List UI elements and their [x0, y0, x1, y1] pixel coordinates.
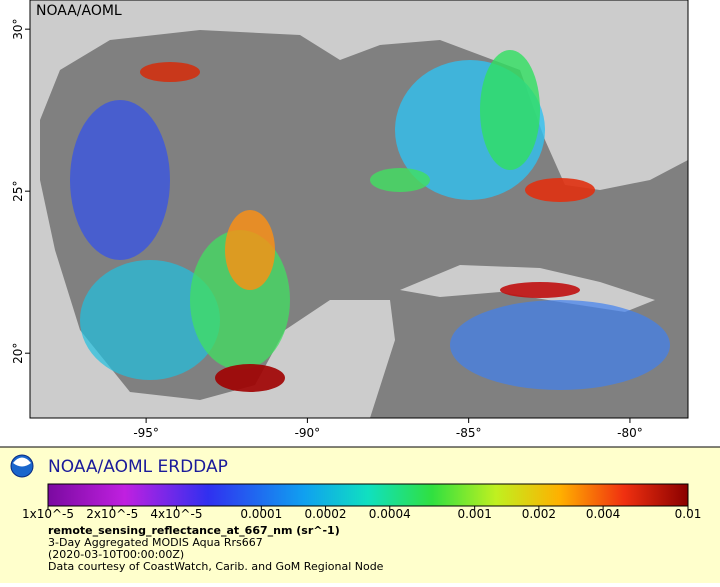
legend-line: Data courtesy of CoastWatch, Carib. and … [48, 560, 384, 573]
y-tick-label: 20° [11, 343, 25, 364]
map: NOAA/AOML [30, 0, 688, 418]
y-tick-label: 30° [11, 19, 25, 40]
map-frame [29, 0, 689, 419]
data-patch [480, 50, 540, 170]
x-tick-label: -95° [133, 426, 159, 440]
legend-panel [0, 447, 720, 583]
data-patch [70, 100, 170, 260]
data-patch [225, 210, 275, 290]
data-patch [140, 62, 200, 82]
x-tick-label: -80° [617, 426, 643, 440]
data-patch [500, 282, 580, 298]
colorbar-tick-label: 1x10^-5 [22, 507, 74, 521]
y-tick-label: 25° [11, 181, 25, 202]
data-patch [80, 260, 220, 380]
legend-line: 3-Day Aggregated MODIS Aqua Rrs667 [48, 536, 263, 549]
colorbar-tick-label: 0.0002 [305, 507, 347, 521]
variable-name: remote_sensing_reflectance_at_667_nm (sr… [48, 524, 340, 537]
data-patch [525, 178, 595, 202]
colorbar-tick-label: 0.0004 [369, 507, 411, 521]
colorbar [47, 483, 689, 507]
watermark: NOAA/AOML [36, 3, 122, 19]
brand: NOAA/AOML ERDDAP [48, 457, 228, 477]
data-patch [370, 168, 430, 192]
logo-bird [13, 457, 31, 467]
legend-line: (2020-03-10T00:00:00Z) [48, 548, 184, 561]
colorbar-tick-label: 0.004 [586, 507, 620, 521]
data-patch [215, 364, 285, 392]
colorbar-tick-label: 4x10^-5 [150, 507, 202, 521]
colorbar-tick-label: 0.0001 [240, 507, 282, 521]
x-tick-label: -90° [295, 426, 321, 440]
colorbar-tick-label: 0.001 [457, 507, 491, 521]
data-patch [450, 300, 670, 390]
colorbar-tick-label: 2x10^-5 [86, 507, 138, 521]
x-tick-label: -85° [456, 426, 482, 440]
colorbar-tick-label: 0.002 [522, 507, 556, 521]
colorbar-tick-label: 0.01 [675, 507, 702, 521]
